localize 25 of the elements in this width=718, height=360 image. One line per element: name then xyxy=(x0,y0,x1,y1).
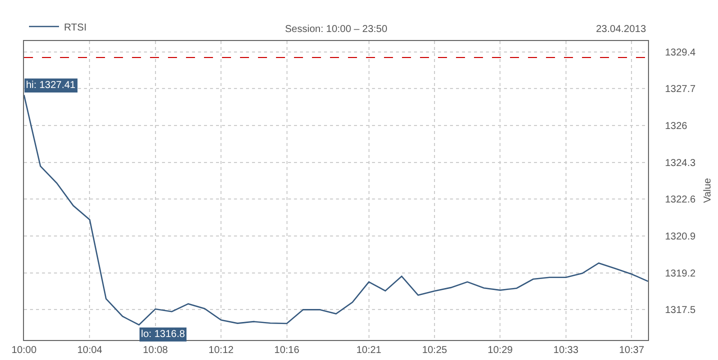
x-tick-label: 10:00 xyxy=(11,345,37,356)
x-tick-label: 10:37 xyxy=(619,345,645,356)
legend-label: RTSI xyxy=(64,22,87,34)
x-tick-label: 10:29 xyxy=(488,345,514,356)
x-tick-label: 10:04 xyxy=(77,345,103,356)
annotation: hi: 1327.41 xyxy=(26,80,76,91)
chart-subtitle: Session: 10:00 – 23:50 xyxy=(285,24,388,35)
y-tick-label: 1322.6 xyxy=(665,194,696,206)
y-tick-label: 1317.5 xyxy=(665,305,696,316)
x-tick-label: 10:33 xyxy=(553,345,579,356)
x-tick-label: 10:21 xyxy=(356,345,382,356)
y-tick-label: 1319.2 xyxy=(665,268,696,280)
line-series xyxy=(24,94,648,326)
x-tick-label: 10:25 xyxy=(422,345,448,356)
y-tick-label: 1327.7 xyxy=(665,84,696,96)
y-axis-title: Value xyxy=(702,178,714,203)
y-tick-label: 1326 xyxy=(665,121,688,132)
x-tick-label: 10:16 xyxy=(274,345,300,356)
x-tick-label: 10:08 xyxy=(142,345,168,356)
text: 23.04.2013 xyxy=(596,24,646,35)
annotation: lo: 1316.8 xyxy=(141,329,186,340)
y-tick-label: 1320.9 xyxy=(665,232,696,242)
y-tick-label: 1324.3 xyxy=(665,158,696,169)
y-tick-label: 1329.4 xyxy=(665,47,696,58)
x-tick-label: 10:12 xyxy=(208,345,234,356)
